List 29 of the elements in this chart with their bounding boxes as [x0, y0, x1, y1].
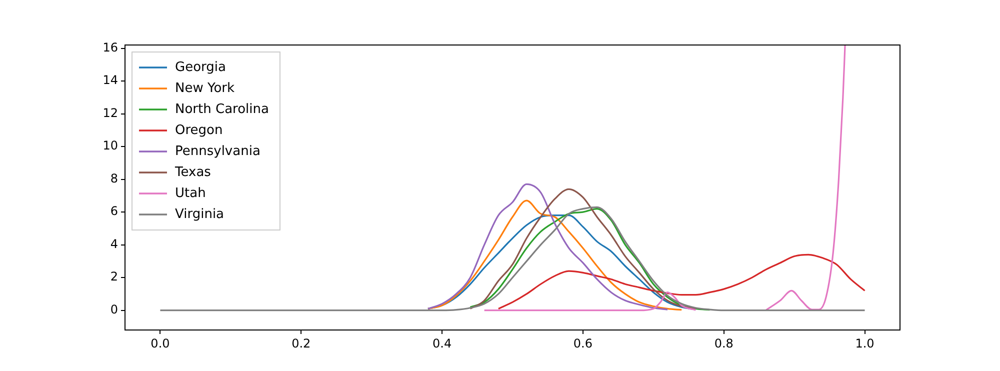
legend-label: Georgia	[175, 60, 226, 75]
y-tick-label: 10	[102, 138, 118, 153]
y-tick-label: 14	[102, 73, 118, 88]
y-tick-label: 12	[102, 106, 118, 120]
line-series	[469, 188, 696, 310]
x-tick-label: 0.2	[292, 336, 311, 350]
y-tick-label: 6	[110, 204, 118, 218]
y-tick-label: 0	[110, 302, 118, 316]
legend-label: Virginia	[175, 206, 224, 222]
legend-label: Oregon	[175, 122, 223, 138]
x-tick-label: 0.6	[573, 336, 592, 350]
y-tick-label: 16	[102, 40, 118, 54]
x-tick-label: 0.4	[432, 336, 452, 350]
line-series	[469, 208, 711, 311]
line-series	[159, 206, 866, 312]
legend-label: Pennsylvania	[175, 144, 260, 159]
legend-label: Texas	[174, 164, 212, 180]
x-tick-label: 1.0	[855, 336, 874, 350]
line-series	[498, 254, 866, 310]
y-tick-label: 8	[110, 171, 118, 186]
legend-label: New York	[175, 80, 235, 96]
y-tick-label: 2	[110, 270, 118, 284]
x-tick-label: 0.8	[714, 336, 734, 350]
x-tick-label: 0.0	[150, 336, 170, 350]
line-series	[427, 183, 668, 310]
y-tick-label: 4	[110, 236, 118, 251]
legend-label: Utah	[175, 186, 206, 201]
line-series	[427, 200, 682, 311]
legend-label: North Carolina	[175, 102, 269, 117]
